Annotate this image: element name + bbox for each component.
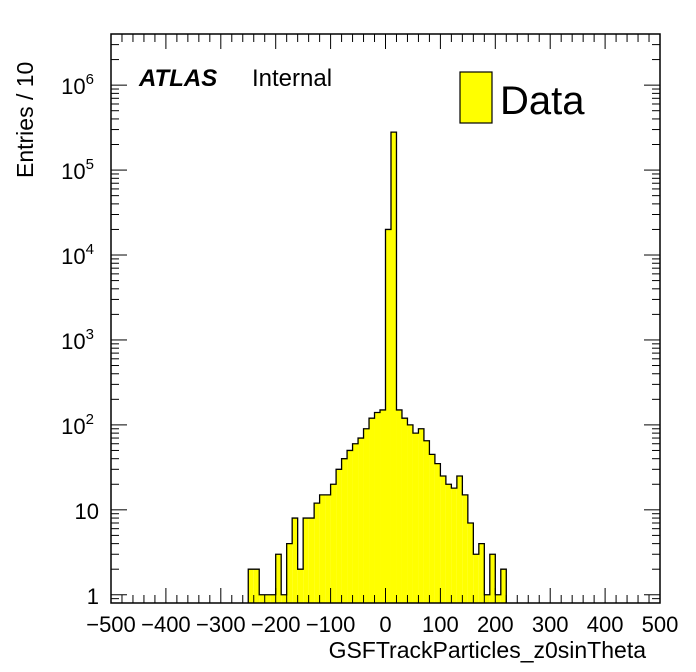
histogram-bar <box>478 543 485 603</box>
histogram-bar <box>385 229 391 604</box>
histogram-bar <box>259 594 265 603</box>
histogram-bar <box>319 494 326 603</box>
histogram-bar <box>396 409 402 603</box>
histogram-bar <box>336 469 342 603</box>
y-axis-title: Entries / 10 <box>12 62 38 178</box>
x-tick-label: 400 <box>587 612 624 637</box>
histogram-bar <box>297 569 304 603</box>
x-tick-label: −500 <box>86 612 136 637</box>
legend-swatch <box>459 71 493 124</box>
x-tick-label: −300 <box>196 612 246 637</box>
histogram-bar <box>440 476 446 603</box>
y-tick-label: 103 <box>61 326 94 354</box>
histogram-bar <box>270 594 276 603</box>
histogram-bar <box>489 554 496 603</box>
x-tick-label: −100 <box>306 612 356 637</box>
histogram-bar <box>418 428 424 603</box>
internal-label: Internal <box>252 65 332 92</box>
histogram-bar <box>275 554 282 603</box>
histogram-bar <box>390 132 397 603</box>
histogram-bar <box>308 518 315 603</box>
histogram-bar <box>303 518 309 603</box>
histogram-bar <box>434 463 441 603</box>
histogram-bar <box>363 428 370 603</box>
histogram-bar <box>456 476 463 603</box>
histogram-bar <box>352 443 359 603</box>
y-axis-ticks <box>111 33 660 604</box>
histogram-bar <box>445 484 452 603</box>
histogram-bar <box>495 594 501 603</box>
y-tick-label: 104 <box>61 241 94 269</box>
histogram-bar <box>314 503 320 603</box>
histogram-bar <box>325 494 331 603</box>
histogram-bar <box>380 409 386 603</box>
histogram-bar <box>500 569 507 603</box>
histogram-bars <box>247 131 507 604</box>
histogram-bar <box>484 594 490 603</box>
legend-label: Data <box>500 79 585 123</box>
x-tick-label: −200 <box>251 612 301 637</box>
x-tick-label: 200 <box>477 612 514 637</box>
histogram-bar <box>281 594 287 603</box>
histogram-bar <box>292 518 298 603</box>
histogram-bar <box>341 458 348 603</box>
y-tick-label: 10 <box>75 499 99 524</box>
histogram-bar <box>369 418 375 603</box>
y-tick-label: 1 <box>87 584 99 609</box>
histogram-bar <box>401 418 408 603</box>
x-tick-label: 100 <box>422 612 459 637</box>
x-tick-label: −400 <box>141 612 191 637</box>
y-axis-tick-labels: 1 10 102 103 104 105 106 <box>61 71 99 609</box>
x-tick-label: 0 <box>379 612 391 637</box>
histogram-bar <box>358 438 364 603</box>
histogram-bar <box>451 488 457 603</box>
x-tick-label: 500 <box>642 612 679 637</box>
histogram-bar <box>473 554 479 603</box>
histogram-bar <box>347 450 353 603</box>
histogram-bar <box>429 454 435 603</box>
histogram-bar <box>374 412 381 603</box>
histogram-bar <box>264 594 271 603</box>
y-tick-label: 105 <box>61 156 94 184</box>
histogram-bar <box>462 494 468 603</box>
histogram-bar <box>407 424 413 603</box>
histogram-bar <box>286 543 293 603</box>
x-tick-label: 300 <box>532 612 569 637</box>
y-tick-label: 106 <box>61 71 94 99</box>
x-axis-tick-labels: −500 −400 −300 −200 −100 0 100 200 300 400 500 <box>86 612 678 637</box>
x-axis-ticks <box>110 34 661 603</box>
histogram-bar <box>423 440 430 603</box>
histogram-bar <box>412 433 419 603</box>
x-axis-title: GSFTrackParticles_z0sinTheta <box>329 637 647 663</box>
atlas-label: ATLAS <box>138 65 217 92</box>
histogram-bar <box>330 484 337 603</box>
histogram-bar <box>253 569 260 603</box>
histogram-outline <box>247 131 507 603</box>
histogram-bar <box>467 522 474 603</box>
histogram-bar <box>248 569 254 603</box>
y-tick-label: 102 <box>61 411 94 439</box>
